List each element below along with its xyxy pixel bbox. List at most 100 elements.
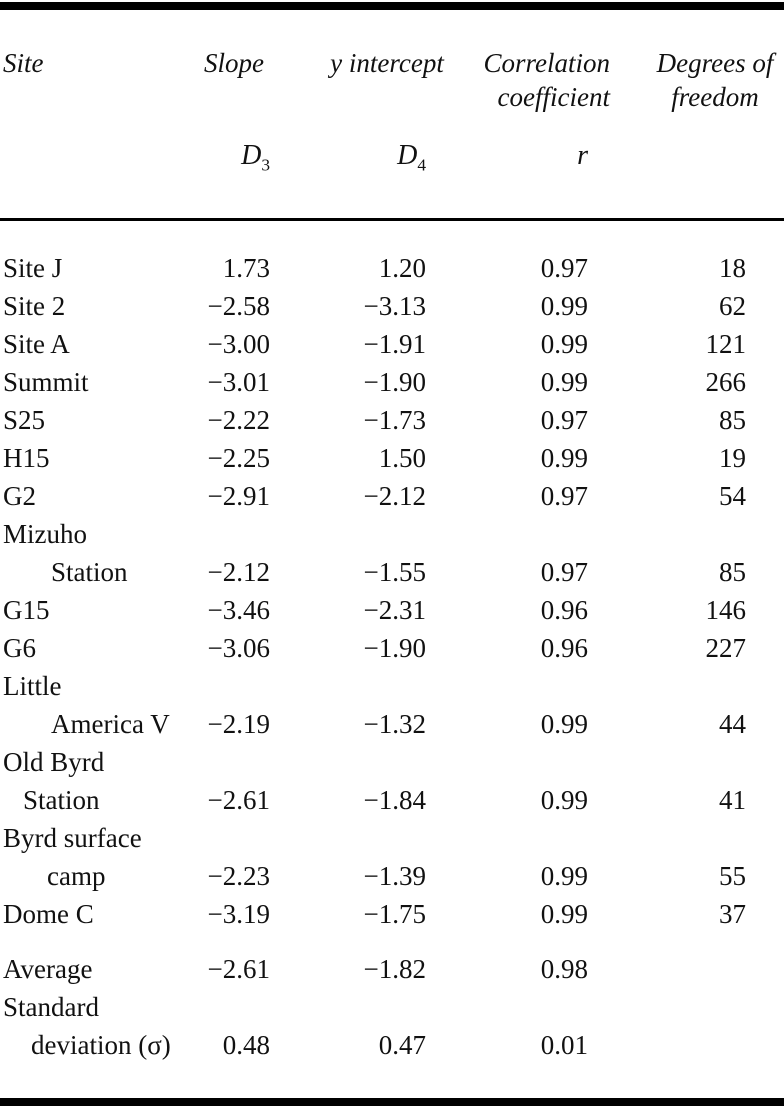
table-row: Byrd surface camp −2.23 −1.39 0.99 55 bbox=[0, 819, 784, 895]
degrees-of-freedom-cell: 227 bbox=[705, 632, 747, 663]
slope-cell: 1.73 bbox=[222, 252, 270, 283]
site-name-cell: Site A bbox=[3, 328, 70, 359]
correlation-cell: 0.99 bbox=[540, 708, 588, 739]
subheader-slope-symbol: D3 bbox=[178, 138, 290, 184]
correlation-cell: 0.99 bbox=[540, 442, 588, 473]
table-row-line: Byrd surface bbox=[0, 819, 784, 857]
header-site: Site bbox=[3, 48, 44, 78]
site-name-cell: Standard bbox=[3, 991, 99, 1022]
table-row-line: Standard bbox=[0, 988, 784, 1026]
degrees-of-freedom-cell bbox=[610, 1026, 784, 1064]
site-name-cell: Site J bbox=[3, 252, 63, 283]
table-row-line: America V −2.19 −1.32 0.99 44 bbox=[0, 705, 784, 743]
table-row: G2 −2.91 −2.12 0.97 54 bbox=[0, 477, 784, 515]
y-intercept-cell: 0.47 bbox=[378, 1029, 426, 1060]
table-row: Standard deviation (σ) 0.48 0.47 0.01 bbox=[0, 988, 784, 1064]
site-name-cell: Little bbox=[3, 670, 62, 701]
table-row: Little America V −2.19 −1.32 0.99 44 bbox=[0, 667, 784, 743]
subheader-r-symbol: r bbox=[577, 140, 588, 171]
d3-symbol: D bbox=[241, 140, 262, 171]
slope-cell: −2.58 bbox=[207, 290, 270, 321]
table-row: Site 2 −2.58 −3.13 0.99 62 bbox=[0, 287, 784, 325]
table-row-line: Station −2.12 −1.55 0.97 85 bbox=[0, 553, 784, 591]
table-bottom-rule bbox=[0, 1098, 784, 1106]
slope-cell: −3.01 bbox=[207, 366, 270, 397]
table-row-line: G2 −2.91 −2.12 0.97 54 bbox=[0, 477, 784, 515]
slope-cell: −3.46 bbox=[207, 594, 270, 625]
site-name-cell: America V bbox=[51, 708, 170, 739]
y-intercept-cell: −1.32 bbox=[363, 708, 426, 739]
table-row-line: Mizuho bbox=[0, 515, 784, 553]
correlation-cell: 0.97 bbox=[540, 556, 588, 587]
table-row-line: Dome C −3.19 −1.75 0.99 37 bbox=[0, 895, 784, 933]
d4-symbol: D bbox=[397, 140, 418, 171]
degrees-of-freedom-cell: 146 bbox=[705, 594, 747, 625]
y-intercept-cell: −1.82 bbox=[363, 953, 426, 984]
correlation-cell: 0.01 bbox=[540, 1029, 588, 1060]
header-correlation-coefficient: Correlation coefficient bbox=[483, 48, 610, 112]
slope-cell: −2.25 bbox=[207, 442, 270, 473]
table-row: Site A −3.00 −1.91 0.99 121 bbox=[0, 325, 784, 363]
correlation-cell: 0.98 bbox=[540, 953, 588, 984]
correlation-cell: 0.99 bbox=[540, 898, 588, 929]
site-name-cell: Summit bbox=[3, 366, 89, 397]
correlation-cell: 0.97 bbox=[540, 404, 588, 435]
slope-cell: −3.06 bbox=[207, 632, 270, 663]
correlation-cell: 0.99 bbox=[540, 366, 588, 397]
d3-subscript: 3 bbox=[261, 155, 270, 175]
slope-cell: −2.22 bbox=[207, 404, 270, 435]
site-name-cell: H15 bbox=[3, 442, 50, 473]
header-slope: Slope bbox=[204, 48, 264, 78]
correlation-cell: 0.97 bbox=[540, 480, 588, 511]
degrees-of-freedom-cell: 37 bbox=[719, 898, 746, 929]
site-name-cell: Byrd surface bbox=[3, 822, 142, 853]
subheader-y-intercept-symbol: D4 bbox=[290, 138, 450, 184]
table-row-line: Site J 1.73 1.20 0.97 18 bbox=[0, 249, 784, 287]
table-row: G6 −3.06 −1.90 0.96 227 bbox=[0, 629, 784, 667]
table-row: S25 −2.22 −1.73 0.97 85 bbox=[0, 401, 784, 439]
site-name-cell: Average bbox=[3, 953, 93, 984]
degrees-of-freedom-cell: 62 bbox=[719, 290, 746, 321]
site-name-cell: Station bbox=[23, 784, 100, 815]
y-intercept-cell: −3.13 bbox=[363, 290, 426, 321]
site-name-cell: G6 bbox=[3, 632, 36, 663]
site-name-cell: S25 bbox=[3, 404, 46, 435]
header-y-intercept: y intercept bbox=[330, 48, 444, 78]
correlation-cell: 0.99 bbox=[540, 290, 588, 321]
table-row-line: Station −2.61 −1.84 0.99 41 bbox=[0, 781, 784, 819]
table-row: Old Byrd Station −2.61 −1.84 0.99 41 bbox=[0, 743, 784, 819]
site-name-cell: Site 2 bbox=[3, 290, 66, 321]
slope-cell: −2.23 bbox=[207, 860, 270, 891]
slope-cell: −3.00 bbox=[207, 328, 270, 359]
slope-cell: −2.61 bbox=[207, 953, 270, 984]
site-name-cell: camp bbox=[47, 860, 106, 891]
table-row-line: Site A −3.00 −1.91 0.99 121 bbox=[0, 325, 784, 363]
degrees-of-freedom-cell: 121 bbox=[705, 328, 747, 359]
table-row: Site J 1.73 1.20 0.97 18 bbox=[0, 249, 784, 287]
degrees-of-freedom-cell: 55 bbox=[719, 860, 746, 891]
site-name-cell: Old Byrd bbox=[3, 746, 105, 777]
degrees-of-freedom-cell: 85 bbox=[719, 404, 746, 435]
header-degrees-of-freedom: Degrees of freedom bbox=[656, 48, 774, 112]
table-header-row: Site Slope y intercept Correlation coeff… bbox=[0, 46, 784, 114]
subheader-site-empty bbox=[0, 138, 178, 184]
degrees-of-freedom-cell: 18 bbox=[719, 252, 746, 283]
y-intercept-cell: −1.73 bbox=[363, 404, 426, 435]
correlation-cell: 0.96 bbox=[540, 632, 588, 663]
y-intercept-cell: −2.31 bbox=[363, 594, 426, 625]
table-body: Site J 1.73 1.20 0.97 18 Site 2 −2.58 −3.13 0.99… bbox=[0, 221, 784, 1064]
subheader-degrees-empty bbox=[610, 138, 784, 184]
table-row-line: G6 −3.06 −1.90 0.96 227 bbox=[0, 629, 784, 667]
table-subheader-row: D3 D4 r bbox=[0, 138, 784, 184]
degrees-of-freedom-cell: 54 bbox=[719, 480, 746, 511]
slope-cell: −2.61 bbox=[207, 784, 270, 815]
y-intercept-cell: −1.90 bbox=[363, 632, 426, 663]
degrees-of-freedom-cell: 19 bbox=[719, 442, 746, 473]
table-row-line: Little bbox=[0, 667, 784, 705]
table-row-line: G15 −3.46 −2.31 0.96 146 bbox=[0, 591, 784, 629]
table-row-line: Old Byrd bbox=[0, 743, 784, 781]
table-row-line: camp −2.23 −1.39 0.99 55 bbox=[0, 857, 784, 895]
table-row: G15 −3.46 −2.31 0.96 146 bbox=[0, 591, 784, 629]
site-name-cell: Mizuho bbox=[3, 518, 87, 549]
